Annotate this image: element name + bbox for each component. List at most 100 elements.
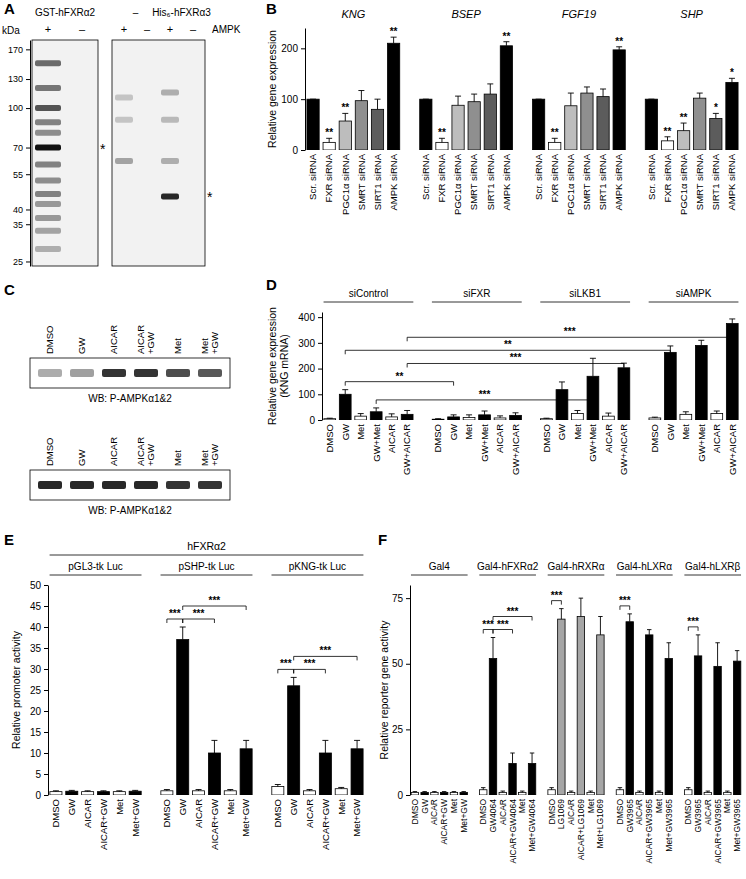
error-bar (342, 390, 348, 395)
bar (694, 656, 701, 795)
tick-label: GW+AICAR (727, 424, 738, 475)
lane-label: +GW (145, 332, 156, 354)
error-bar (435, 418, 441, 420)
tick-label: PGC1α siRNA (340, 153, 351, 215)
tick-label: GW3965 (625, 799, 635, 833)
error-bar (574, 410, 580, 413)
panel-letter: C (4, 281, 15, 298)
significance-label: * (730, 67, 734, 78)
error-bar (715, 643, 719, 667)
error-bar (389, 414, 395, 417)
tick-label: DMSO (161, 799, 172, 828)
tick-label: Met (114, 799, 125, 815)
bar (440, 792, 447, 795)
tick-label: GW (556, 424, 567, 440)
panel-letter: F (378, 531, 387, 548)
bar (387, 43, 399, 150)
bar (307, 99, 319, 150)
bracket (345, 382, 453, 386)
band (38, 369, 62, 377)
tick-label: Scr. siRNA (646, 153, 657, 200)
error-bar (326, 138, 332, 142)
tick-mark (26, 148, 30, 149)
tick-label: 0 (292, 145, 298, 156)
bar (510, 415, 522, 420)
bar (50, 792, 62, 795)
tick-label: 300 (298, 338, 315, 349)
tick-mark (318, 394, 322, 395)
band (161, 117, 179, 123)
error-bar (275, 785, 281, 787)
group-line (161, 575, 253, 576)
bracket (294, 669, 326, 673)
error-bar (713, 113, 719, 118)
band (35, 177, 61, 183)
tick: 25 (13, 257, 30, 267)
significance-label: ** (438, 127, 446, 138)
tick-label: Met (449, 798, 459, 813)
band (115, 158, 133, 164)
bar (664, 352, 676, 420)
tick-mark (26, 174, 30, 175)
significance-label: *** (619, 595, 631, 606)
tick-label: SIRT1 siRNA (597, 153, 608, 210)
significance-label: *** (551, 590, 563, 601)
tick-label: Met (680, 424, 691, 440)
tick-label: GW (665, 424, 676, 440)
bar (463, 417, 475, 420)
error-bar (243, 740, 249, 748)
lane-label: Met (172, 338, 183, 354)
tick-label: GW+AICAR (618, 424, 629, 475)
significance-label: *** (280, 658, 292, 669)
bar (548, 790, 555, 795)
significance-label: *** (320, 645, 332, 656)
lane-label: + (167, 23, 173, 35)
significance-label: ** (680, 112, 688, 123)
tick-mark (44, 585, 48, 586)
bar (613, 50, 625, 150)
tick-mark (26, 261, 30, 262)
tick-label: 70 (13, 143, 23, 153)
band (35, 145, 61, 151)
band (70, 369, 94, 377)
tick-label: Scr. siRNA (307, 153, 318, 200)
tick-label: AICAR (603, 424, 614, 453)
error-bar (391, 37, 397, 43)
group-label: pKNG-tk Luc (289, 561, 346, 572)
tick-label: AICAR (304, 799, 315, 828)
bracket (183, 619, 215, 623)
significance-label: ** (504, 339, 512, 350)
error-bar (600, 89, 606, 97)
bar (452, 105, 464, 150)
tick-mark (44, 753, 48, 754)
tick-label: PGC1α siRNA (452, 153, 463, 215)
error-bar (491, 638, 495, 659)
tick-mark (44, 669, 48, 670)
blot-label: WB: P-AMPKα1&2 (88, 393, 172, 404)
plot-area (307, 37, 738, 150)
bar (509, 764, 516, 796)
tick-label: FXR siRNA (436, 153, 447, 202)
bar (645, 99, 657, 150)
panel-letter: D (266, 276, 277, 293)
panel-chart: FDMSOGWAICARAICAR+GWMetMet+GWGal4DMSOGW4… (378, 531, 742, 864)
bar (161, 791, 173, 795)
lane-label: + (45, 23, 51, 35)
tick-label: DMSO (547, 799, 557, 825)
error-bar (657, 791, 661, 792)
group-line (411, 575, 468, 576)
tick-label: 400 (298, 312, 315, 323)
tick-label: 0 (35, 790, 41, 801)
error-bar (627, 614, 631, 622)
significance-label: *** (687, 616, 699, 627)
band (134, 481, 158, 489)
bar (616, 790, 623, 795)
tick-mark (26, 224, 30, 225)
group-line (616, 575, 673, 576)
lane-label: AICAR (108, 437, 119, 466)
tick-mark (318, 369, 322, 370)
significance-label: * (714, 102, 718, 113)
axis-title: Relative reporter gene activity (378, 620, 390, 760)
error-bar (686, 788, 690, 790)
tick: 45 (30, 601, 48, 612)
